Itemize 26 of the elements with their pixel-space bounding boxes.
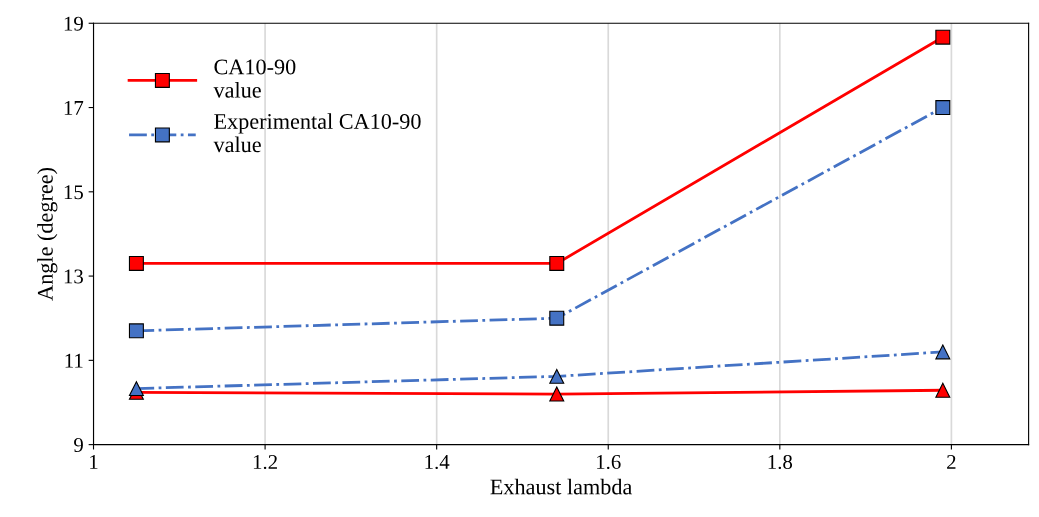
y-axis-title: Angle (degree)	[37, 167, 58, 301]
point	[935, 344, 951, 360]
y-tick-label: 11	[65, 353, 83, 368]
y-tick-label: 17	[64, 101, 84, 115]
legend-label: Experimental CA10-90 value	[213, 113, 421, 153]
point	[549, 255, 565, 271]
point	[128, 255, 144, 271]
x-tick-label: 1	[90, 455, 98, 469]
point	[549, 386, 565, 402]
x-tick-label: 1.6	[597, 455, 621, 470]
x-tick-label: 1.4	[425, 455, 450, 470]
x-axis-title: Exhaust lambda	[490, 478, 633, 495]
legend-label: CA10-90 value	[213, 59, 296, 98]
point	[935, 29, 951, 45]
x-tick-label: 1.8	[768, 454, 793, 470]
y-tick-label: 9	[74, 438, 83, 453]
point	[935, 100, 951, 116]
point	[128, 323, 144, 339]
point	[935, 382, 951, 398]
y-tick-label: 15	[64, 185, 83, 200]
y-tick-label: 13	[64, 269, 83, 284]
y-tick-label: 19	[64, 16, 83, 31]
point	[549, 310, 565, 326]
point	[549, 368, 565, 384]
x-tick-label: 2	[947, 455, 956, 469]
x-tick-label: 1.2	[253, 455, 277, 470]
